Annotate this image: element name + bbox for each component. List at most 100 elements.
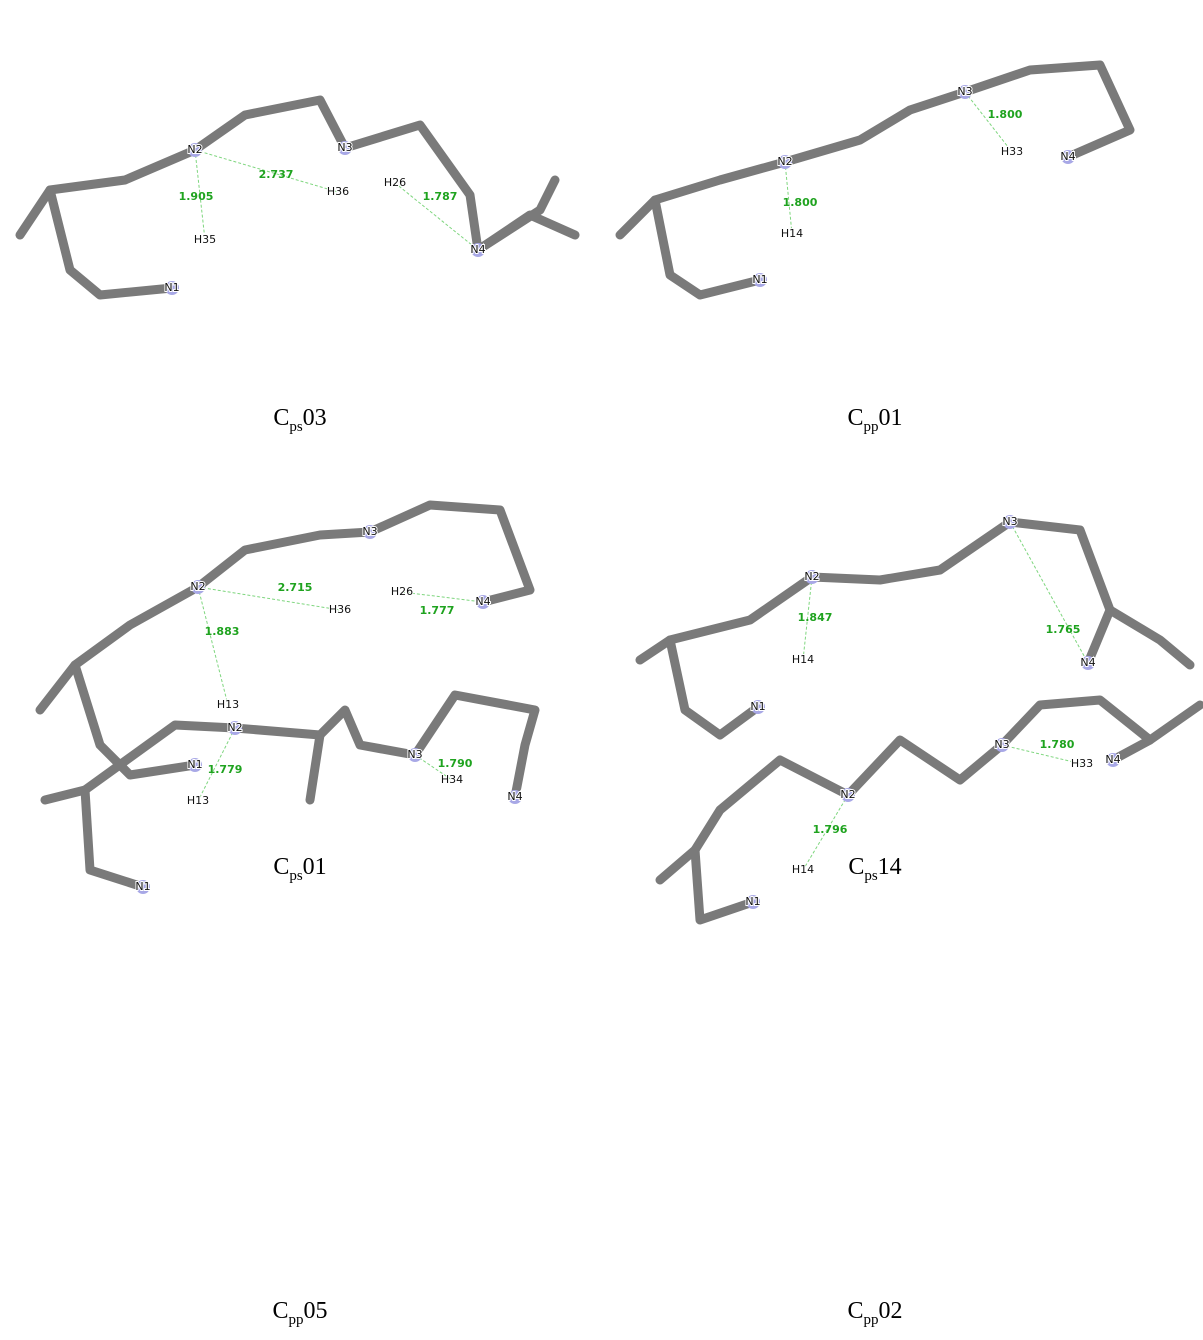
- atom-label: N1: [135, 880, 150, 893]
- nitrogen-atom: [1061, 150, 1075, 164]
- bond: [473, 210, 580, 255]
- nitrogen-atom: [1081, 656, 1095, 670]
- atom-label: H14: [792, 653, 814, 666]
- molecule-panel: N1 N2 N3 N4 H13 H34 1.779 1.790 Cpp05: [40, 690, 540, 1328]
- nitrogen-atom: [338, 141, 352, 155]
- bond: [635, 517, 1115, 668]
- caption-number: 02: [879, 1298, 903, 1324]
- caption: Cpp05: [272, 1298, 327, 1328]
- bond: [40, 690, 540, 805]
- caption: Cps03: [273, 405, 326, 435]
- distance-label: 1.765: [1046, 623, 1081, 636]
- distance-label: 1.847: [798, 611, 833, 624]
- caption-base: C: [847, 1298, 863, 1324]
- atom-label: N3: [994, 738, 1009, 751]
- caption: Cps01: [273, 854, 326, 884]
- distance-label: 1.796: [813, 823, 848, 836]
- caption-number: 01: [879, 405, 903, 431]
- atom-label: H13: [187, 794, 209, 807]
- hydrogen-bond: [964, 91, 1013, 153]
- distance-label: 1.800: [988, 108, 1023, 121]
- molecule-panel: N1 N2 N3 N4 H35 H36 H26 1.905 2.737 1.787 Cps03: [15, 95, 580, 435]
- bond: [305, 730, 325, 805]
- hydrogen-bond: [1009, 521, 1089, 664]
- atom-label: N3: [362, 525, 377, 538]
- atom-label: N1: [752, 273, 767, 286]
- caption-number: 03: [303, 405, 327, 431]
- caption: Cpp02: [847, 1298, 902, 1328]
- atom-label: N4: [507, 790, 522, 803]
- atom-label: N1: [745, 895, 760, 908]
- hydrogen-bond: [194, 149, 206, 241]
- atom-label: H34: [441, 773, 463, 786]
- bond: [655, 695, 1155, 885]
- atom-label: N1: [750, 700, 765, 713]
- nitrogen-atom: [746, 895, 760, 909]
- nitrogen-atom: [408, 748, 422, 762]
- caption-subscript: ps: [864, 868, 878, 884]
- caption-subscript: pp: [864, 1312, 879, 1328]
- atom-label: N4: [475, 595, 490, 608]
- atom-label: N3: [407, 748, 422, 761]
- caption-subscript: pp: [864, 419, 879, 435]
- nitrogen-atom: [471, 243, 485, 257]
- hydrogen-bond: [197, 586, 229, 706]
- atom-label: H26: [384, 176, 406, 189]
- caption-base: C: [848, 854, 864, 880]
- atom-label: H33: [1071, 757, 1093, 770]
- atom-label: H36: [329, 603, 351, 616]
- caption-subscript: ps: [289, 868, 303, 884]
- distance-label: 1.790: [438, 757, 473, 770]
- atom-label: N2: [840, 788, 855, 801]
- atom-label: N4: [1060, 150, 1075, 163]
- caption: Cpp01: [847, 405, 902, 435]
- atom-label: H14: [781, 227, 803, 240]
- atom-label: N3: [957, 85, 972, 98]
- nitrogen-atom: [188, 758, 202, 772]
- caption-base: C: [273, 854, 289, 880]
- nitrogen-atom: [805, 570, 819, 584]
- nitrogen-atom: [363, 525, 377, 539]
- nitrogen-atom: [995, 738, 1009, 752]
- molecule-panel: N1 N2 N3 N4 H13 H36 H26 1.883 2.715 1.777 Cps01: [35, 500, 535, 884]
- caption-number: 01: [303, 854, 327, 880]
- nitrogen-atom: [753, 273, 767, 287]
- caption-base: C: [272, 1298, 288, 1324]
- caption-number: 05: [304, 1298, 328, 1324]
- nitrogen-atom: [1003, 515, 1017, 529]
- nitrogen-atom: [476, 595, 490, 609]
- nitrogen-atom: [778, 155, 792, 169]
- nitrogen-atom: [228, 721, 242, 735]
- nitrogen-atom: [165, 281, 179, 295]
- bond: [15, 95, 483, 255]
- caption-subscript: pp: [289, 1312, 304, 1328]
- bond: [665, 635, 763, 740]
- bond: [615, 60, 1135, 240]
- nitrogen-atom: [191, 580, 205, 594]
- hydrogen-bond: [197, 586, 341, 611]
- caption-subscript: ps: [289, 419, 303, 435]
- nitrogen-atom: [958, 85, 972, 99]
- atom-label: N1: [187, 758, 202, 771]
- caption-number: 14: [878, 854, 902, 880]
- distance-label: 1.905: [179, 190, 214, 203]
- atom-label: N4: [1105, 753, 1120, 766]
- nitrogen-atom: [1106, 753, 1120, 767]
- molecule-panel: N1 N2 N3 N4 H14 H33 1.796 1.780 Cpp02: [655, 695, 1203, 1328]
- atom-label: N4: [1080, 656, 1095, 669]
- hydrogen-bond: [414, 754, 453, 781]
- nitrogen-atom: [751, 700, 765, 714]
- bond: [45, 185, 177, 300]
- hydrogen-bond: [1001, 744, 1083, 765]
- hydrogen-bond: [394, 182, 479, 251]
- atom-label: H36: [327, 185, 349, 198]
- caption: Cps14: [848, 854, 901, 884]
- distance-label: 1.777: [420, 604, 455, 617]
- bond: [650, 195, 765, 300]
- atom-label: H35: [194, 233, 216, 246]
- hydrogen-bond: [802, 576, 813, 661]
- nitrogen-atom: [841, 788, 855, 802]
- bond: [35, 500, 535, 715]
- distance-label: 1.800: [783, 196, 818, 209]
